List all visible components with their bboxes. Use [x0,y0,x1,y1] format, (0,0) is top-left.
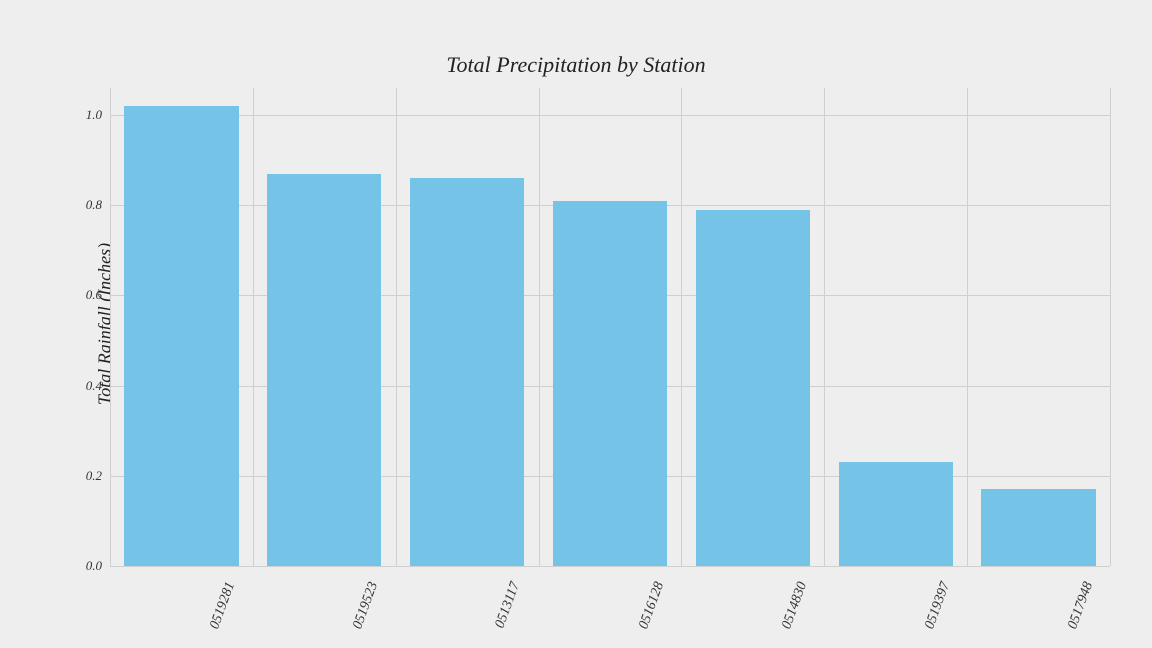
bar [124,106,238,566]
x-tick-label: 0519523 [351,580,383,632]
bar [839,462,953,566]
y-tick-label: 0.0 [62,558,102,574]
bar [553,201,667,566]
y-tick-label: 0.2 [62,468,102,484]
bar [696,210,810,566]
chart-title: Total Precipitation by Station [0,52,1152,78]
gridline-vertical [253,88,254,566]
x-tick-label: 0519281 [208,580,240,632]
x-tick-label: 0516128 [636,580,668,632]
chart-container: Total Precipitation by Station Total Rai… [0,0,1152,648]
x-tick-label: 0517948 [1065,580,1097,632]
gridline-vertical [681,88,682,566]
bar [981,489,1095,566]
bar [267,174,381,566]
gridline-vertical [396,88,397,566]
y-tick-label: 0.8 [62,197,102,213]
y-tick-label: 1.0 [62,107,102,123]
plot-area [110,88,1110,566]
gridline-vertical [539,88,540,566]
x-tick-label: 0513117 [493,580,524,631]
x-tick-label: 0514830 [779,580,811,632]
y-tick-label: 0.6 [62,287,102,303]
x-tick-label: 0519397 [922,580,954,632]
gridline-vertical [1110,88,1111,566]
gridline-horizontal [110,115,1110,116]
y-tick-label: 0.4 [62,378,102,394]
bar [410,178,524,566]
gridline-vertical [824,88,825,566]
gridline-vertical [110,88,111,566]
gridline-vertical [967,88,968,566]
gridline-horizontal [110,566,1110,567]
